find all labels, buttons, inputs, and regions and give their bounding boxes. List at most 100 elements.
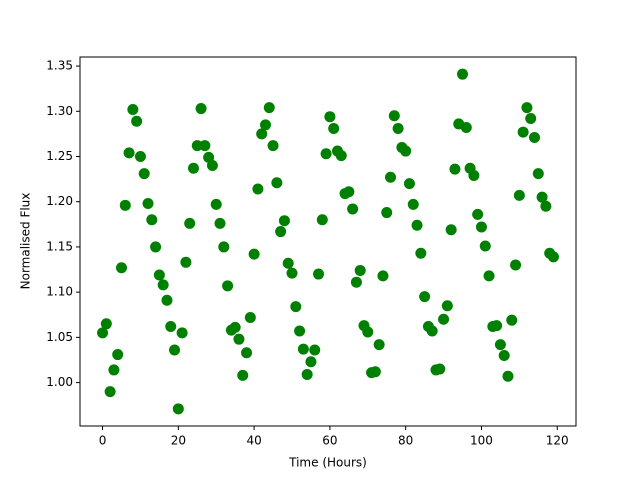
point: [233, 333, 245, 345]
point: [97, 327, 109, 339]
point: [180, 256, 192, 268]
point: [297, 343, 309, 355]
point: [373, 339, 385, 351]
point: [165, 321, 177, 333]
point: [119, 199, 131, 211]
point: [123, 147, 135, 159]
point: [138, 168, 150, 180]
point: [263, 102, 275, 114]
point: [244, 311, 256, 323]
point: [195, 103, 207, 115]
point: [157, 279, 169, 291]
y-tick-label: 1.15: [46, 239, 73, 253]
point: [259, 119, 271, 131]
point: [309, 344, 321, 356]
point: [256, 128, 268, 140]
point: [252, 183, 264, 195]
x-tick-label: 100: [470, 434, 493, 448]
point: [191, 140, 203, 152]
point: [301, 368, 313, 380]
point: [513, 189, 525, 201]
point: [294, 325, 306, 337]
y-tick-label: 1.30: [46, 104, 73, 118]
x-tick-label: 80: [398, 434, 413, 448]
point: [536, 191, 548, 203]
point: [381, 207, 393, 219]
y-tick-label: 1.35: [46, 59, 73, 73]
point: [529, 131, 541, 143]
x-tick-label: 40: [246, 434, 261, 448]
point: [483, 270, 495, 282]
point: [241, 347, 253, 359]
point: [521, 102, 533, 114]
point: [403, 178, 415, 190]
point: [540, 200, 552, 212]
y-tick-label: 1.05: [46, 330, 73, 344]
point: [385, 171, 397, 183]
point: [457, 68, 469, 80]
point: [369, 366, 381, 378]
point: [502, 370, 514, 382]
point: [222, 280, 234, 292]
point: [112, 349, 124, 361]
point: [392, 122, 404, 134]
point: [525, 113, 537, 124]
point: [282, 257, 294, 269]
point: [320, 148, 332, 160]
point: [206, 160, 218, 172]
x-tick-label: 20: [171, 434, 186, 448]
point: [305, 356, 317, 368]
point: [153, 269, 165, 281]
point: [218, 241, 230, 253]
point: [350, 276, 362, 288]
point: [324, 111, 336, 123]
point: [494, 339, 506, 351]
point: [547, 251, 559, 263]
point: [472, 208, 484, 220]
point: [210, 198, 222, 210]
point: [169, 344, 181, 356]
point: [150, 241, 162, 253]
point: [290, 301, 302, 313]
point: [278, 215, 290, 227]
point: [100, 318, 112, 330]
point: [335, 150, 347, 162]
point: [506, 314, 518, 326]
point: [286, 267, 298, 279]
point: [434, 363, 446, 375]
point: [362, 326, 374, 338]
point: [445, 224, 457, 236]
x-tick-label: 60: [322, 434, 337, 448]
point: [532, 168, 544, 180]
point: [426, 325, 438, 337]
point: [172, 403, 184, 415]
y-tick-label: 1.00: [46, 375, 73, 389]
point: [343, 186, 355, 198]
point: [142, 198, 154, 210]
point: [510, 259, 522, 271]
point: [187, 162, 199, 174]
point: [388, 110, 400, 122]
point: [104, 386, 116, 398]
point: [146, 214, 158, 226]
point: [419, 291, 431, 303]
point: [271, 177, 283, 189]
point: [449, 163, 461, 175]
point: [407, 198, 419, 210]
point: [237, 369, 249, 381]
y-tick-label: 1.25: [46, 149, 73, 163]
point: [131, 115, 143, 127]
y-axis-label: Normalised Flux: [19, 193, 33, 290]
point: [498, 349, 510, 361]
point: [411, 219, 423, 231]
point: [115, 262, 127, 274]
point: [108, 364, 120, 376]
point: [176, 327, 188, 339]
point: [328, 122, 340, 134]
point: [491, 320, 503, 332]
point: [441, 300, 453, 312]
point: [438, 313, 450, 325]
point: [316, 214, 328, 226]
point: [248, 248, 260, 260]
